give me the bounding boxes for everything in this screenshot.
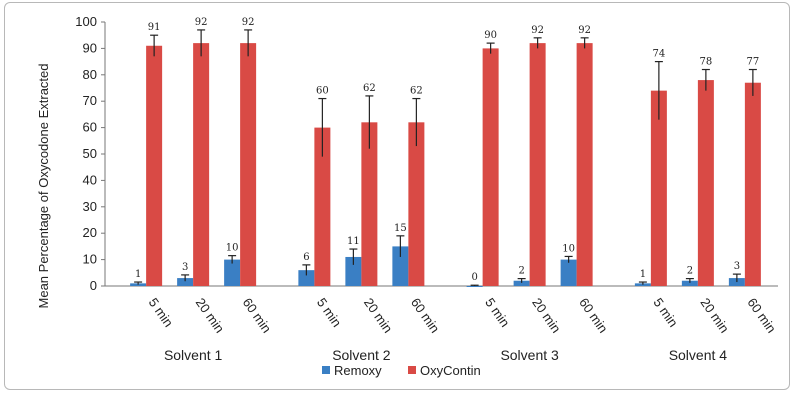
group-label: Solvent 1 <box>164 347 223 363</box>
bar-oxycontin <box>408 122 425 286</box>
group-label: Solvent 2 <box>332 347 391 363</box>
bar-oxycontin <box>240 43 257 287</box>
data-label: 6 <box>303 252 309 263</box>
bar-remoxy <box>224 259 241 286</box>
group-label: Solvent 4 <box>669 347 728 363</box>
category-label: 60 min <box>408 295 443 336</box>
data-label: 1 <box>135 269 141 280</box>
y-tick-label: 30 <box>83 199 97 214</box>
category-label: 60 min <box>576 295 611 336</box>
bar-oxycontin <box>482 48 499 287</box>
data-label: 0 <box>471 272 477 283</box>
bar-oxycontin <box>576 43 593 287</box>
data-label: 3 <box>182 262 188 273</box>
data-label: 92 <box>195 17 208 28</box>
data-label: 2 <box>518 266 524 277</box>
data-label: 62 <box>363 83 376 94</box>
category-label: 5 min <box>482 295 513 330</box>
bar-oxycontin <box>744 82 761 286</box>
category-label: 60 min <box>240 295 275 336</box>
category-label: 60 min <box>744 295 779 336</box>
bar-remoxy <box>392 246 409 286</box>
legend-label-remoxy: Remoxy <box>334 363 382 378</box>
category-label: 20 min <box>361 295 396 336</box>
bar-remoxy <box>177 278 194 286</box>
data-label: 2 <box>687 266 693 277</box>
bar-remoxy <box>298 270 315 286</box>
data-label: 1 <box>640 269 646 280</box>
data-label: 77 <box>747 57 760 68</box>
bar-remoxy <box>513 280 530 286</box>
data-label: 74 <box>653 49 666 60</box>
legend-swatch-oxycontin <box>408 366 416 374</box>
data-label: 10 <box>226 243 239 254</box>
bar-oxycontin <box>529 43 546 287</box>
y-tick-label: 90 <box>83 40 97 55</box>
category-label: 20 min <box>697 295 732 336</box>
data-label: 60 <box>316 86 329 97</box>
data-label: 92 <box>242 17 255 28</box>
y-tick-label: 40 <box>83 172 97 187</box>
bar-oxycontin <box>146 45 163 287</box>
legend-label-oxycontin: OxyContin <box>420 363 481 378</box>
y-tick-label: 100 <box>75 14 97 29</box>
legend-swatch-remoxy <box>322 366 330 374</box>
category-label: 5 min <box>146 295 177 330</box>
data-label: 90 <box>484 30 497 41</box>
data-label: 92 <box>578 25 591 36</box>
bar-remoxy <box>466 286 483 287</box>
y-tick-label: 80 <box>83 67 97 82</box>
data-label: 78 <box>700 57 713 68</box>
category-label: 5 min <box>650 295 681 330</box>
y-tick-label: 70 <box>83 93 97 108</box>
data-label: 62 <box>410 86 423 97</box>
y-tick-label: 60 <box>83 120 97 135</box>
data-label: 91 <box>148 22 161 33</box>
data-label: 92 <box>531 25 544 36</box>
bar-remoxy <box>560 259 577 286</box>
y-tick-label: 0 <box>90 278 97 293</box>
y-tick-label: 50 <box>83 146 97 161</box>
data-label: 3 <box>734 261 740 272</box>
category-label: 20 min <box>193 295 228 336</box>
data-label: 11 <box>347 236 360 247</box>
y-tick-label: 10 <box>83 252 97 267</box>
category-label: 5 min <box>314 295 345 330</box>
y-tick-label: 20 <box>83 225 97 240</box>
data-label: 15 <box>394 223 407 234</box>
bar-oxycontin <box>193 43 210 287</box>
bar-remoxy <box>681 280 698 286</box>
bar-oxycontin <box>314 127 331 286</box>
bar-oxycontin <box>361 122 378 286</box>
data-label: 10 <box>562 243 575 254</box>
category-label: 20 min <box>529 295 564 336</box>
group-label: Solvent 3 <box>500 347 559 363</box>
bar-oxycontin <box>650 90 667 286</box>
bar-remoxy <box>345 256 362 286</box>
bar-oxycontin <box>697 80 714 286</box>
y-axis-label: Mean Percentage of Oxycodone Extracted <box>36 64 51 309</box>
